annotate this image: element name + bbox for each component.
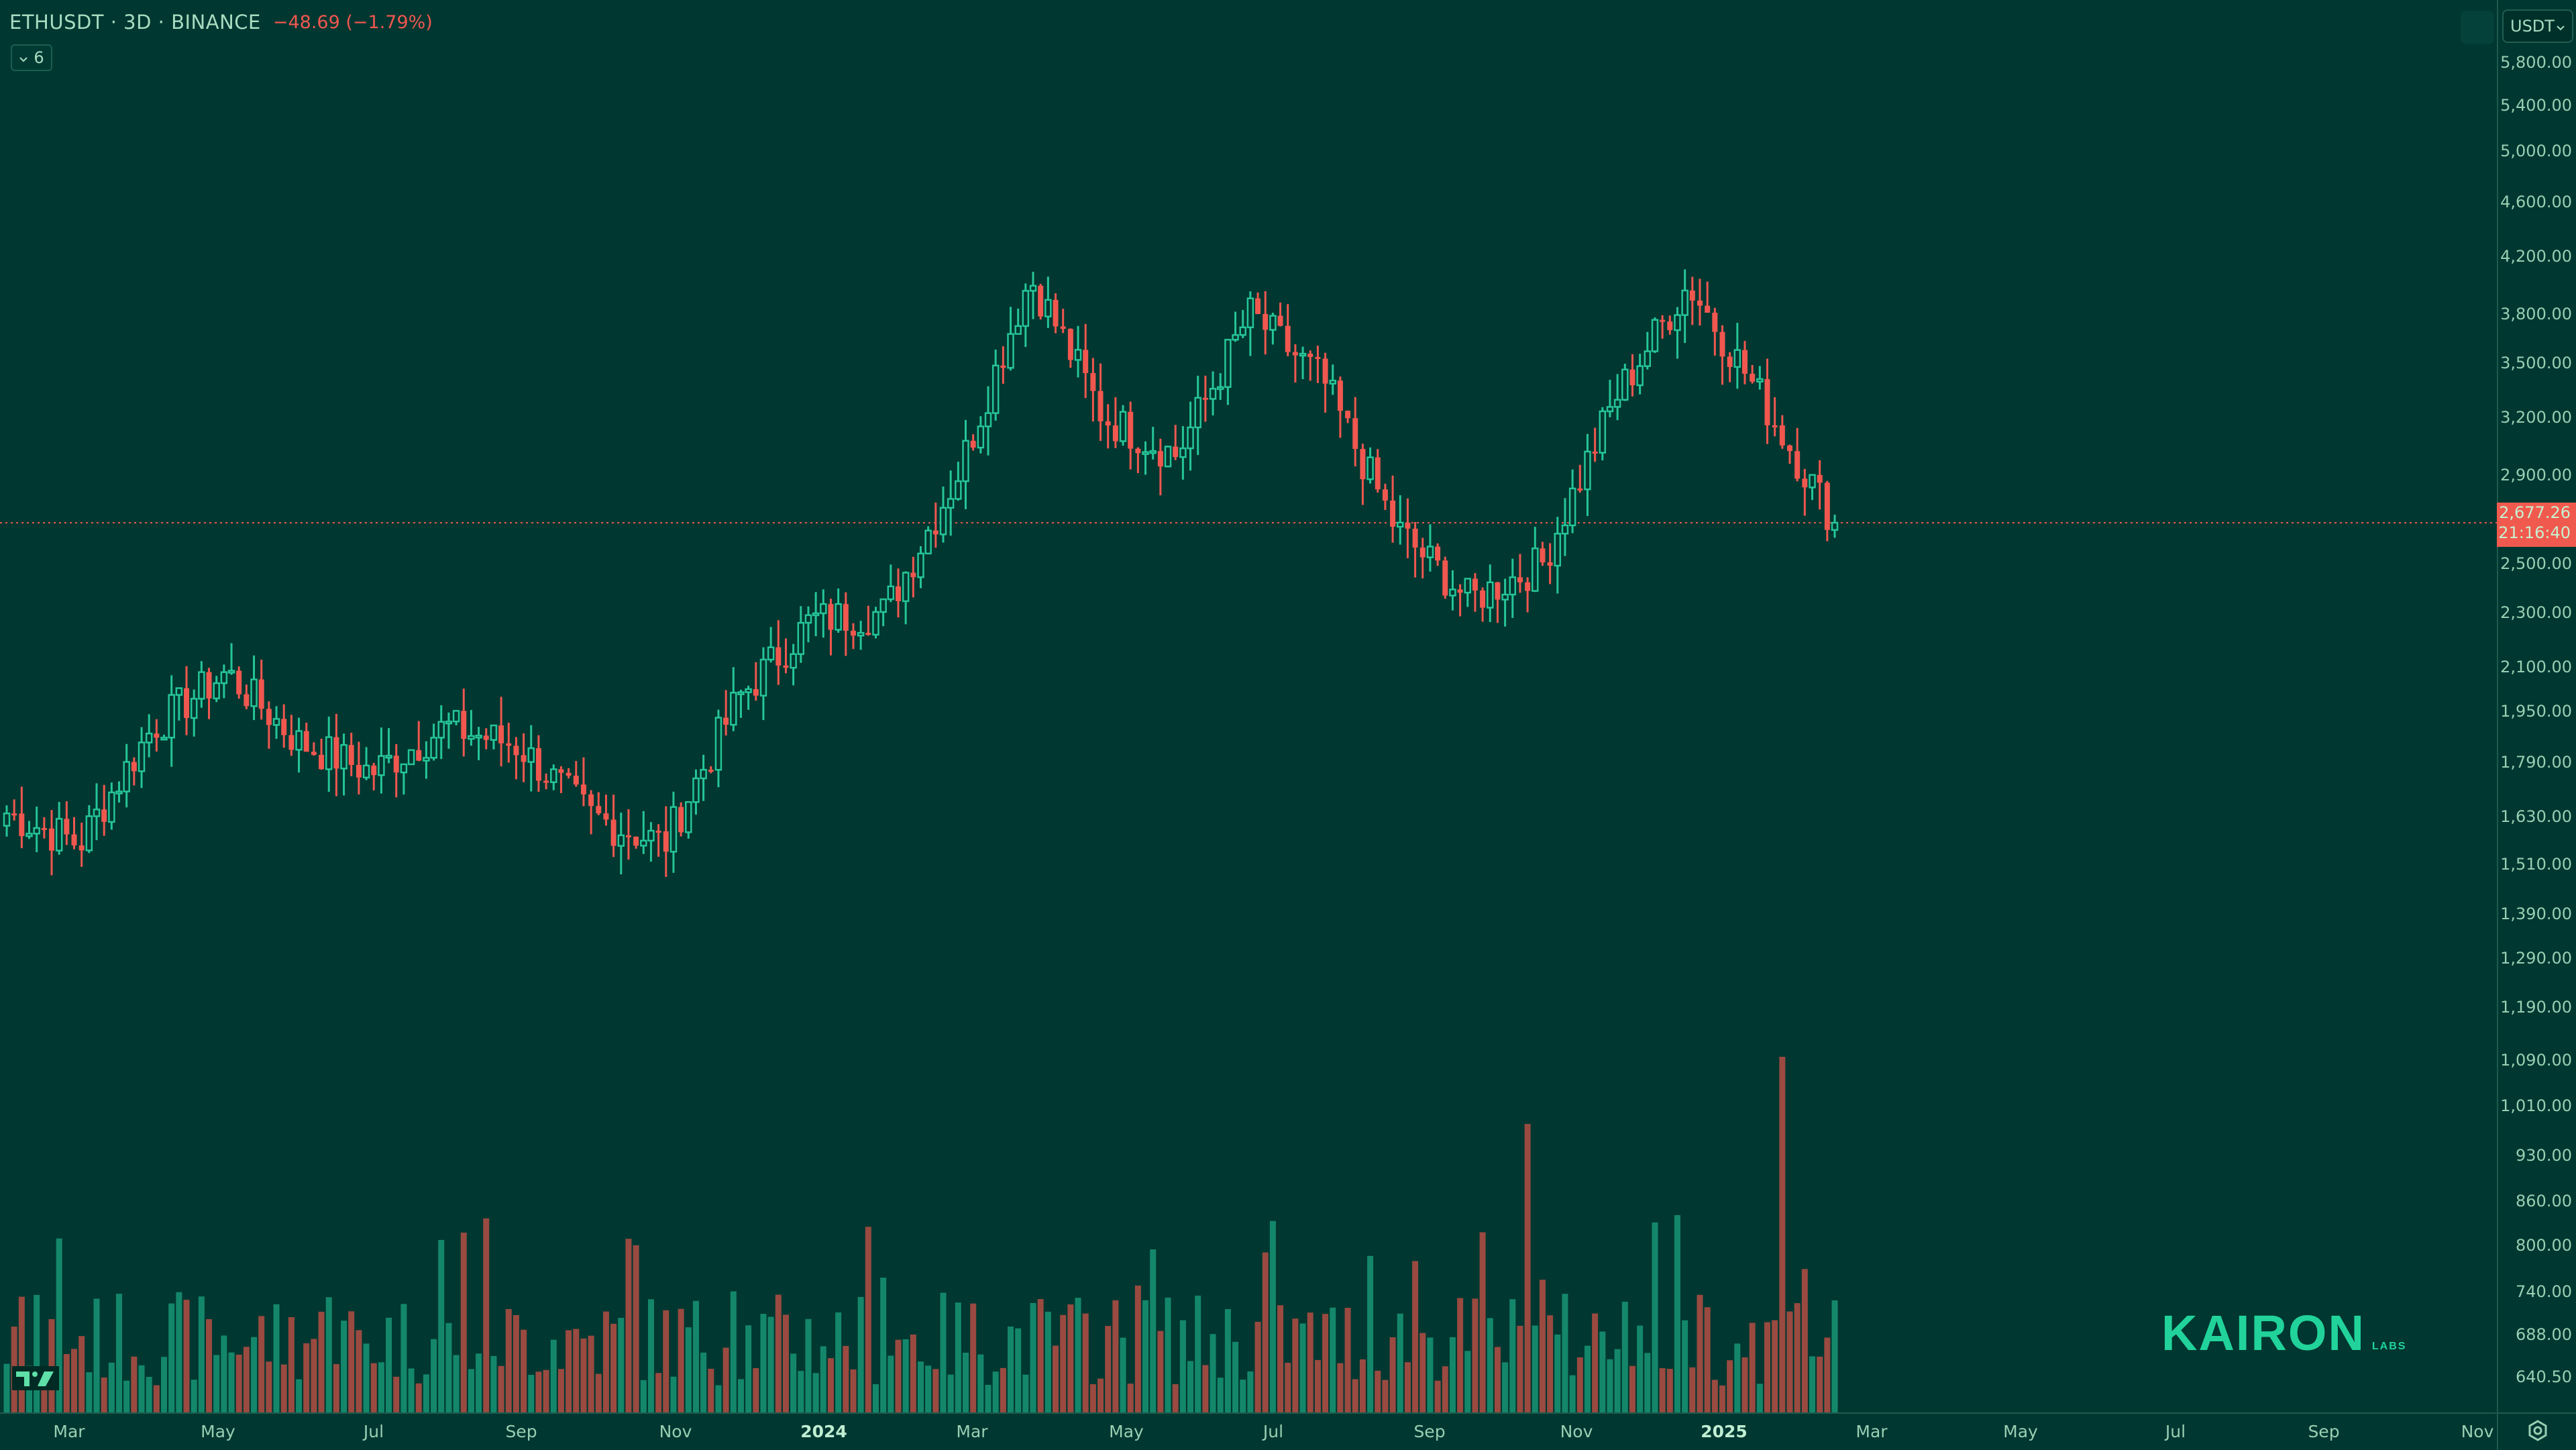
time-tick-label: Sep <box>1413 1422 1446 1441</box>
price-tick-label: 740.00 <box>2516 1282 2572 1301</box>
logo-subtext: LABS <box>2371 1341 2407 1352</box>
time-tick-label: Jul <box>363 1422 384 1441</box>
price-candles <box>3 269 1839 877</box>
chart-settings-button[interactable] <box>2497 1412 2576 1450</box>
last-price-label: 2,677.26 21:16:40 <box>2497 503 2576 548</box>
chevron-down-icon <box>19 48 28 67</box>
price-tick-label: 1,290.00 <box>2500 949 2572 968</box>
chart-legend: ETHUSDT · 3D · BINANCE −48.69 (−1.79%) <box>9 11 433 34</box>
price-tick-label: 1,790.00 <box>2500 753 2572 772</box>
price-tick-label: 1,090.00 <box>2500 1051 2572 1070</box>
price-tick-label: 1,010.00 <box>2500 1096 2572 1115</box>
price-tick-label: 2,900.00 <box>2500 466 2572 484</box>
candlestick-chart[interactable] <box>0 0 2497 1412</box>
price-tick-label: 2,100.00 <box>2500 658 2572 676</box>
currency-label: USDT <box>2510 17 2555 36</box>
chart-toolbar-button[interactable] <box>2461 11 2494 44</box>
time-tick-label: Sep <box>2308 1422 2340 1441</box>
price-tick-label: 3,500.00 <box>2500 354 2572 372</box>
price-tick-label: 5,400.00 <box>2500 96 2572 115</box>
time-tick-label: Nov <box>2461 1422 2494 1441</box>
logo-text: KAIRON <box>2161 1305 2365 1361</box>
time-tick-label: Nov <box>659 1422 692 1441</box>
time-tick-label: May <box>201 1422 235 1441</box>
time-tick-label: May <box>1109 1422 1144 1441</box>
volume-bars <box>3 1057 1838 1412</box>
kairon-labs-logo: KAIRON LABS <box>2161 1305 2407 1361</box>
price-tick-label: 800.00 <box>2516 1236 2572 1255</box>
gear-icon <box>2526 1419 2549 1445</box>
price-tick-label: 930.00 <box>2516 1146 2572 1165</box>
price-tick-label: 4,600.00 <box>2500 193 2572 211</box>
last-price-value: 2,677.26 <box>2499 503 2571 523</box>
time-tick-label: 2024 <box>800 1422 847 1441</box>
price-tick-label: 640.50 <box>2516 1367 2572 1386</box>
price-tick-label: 5,000.00 <box>2500 142 2572 160</box>
currency-selector[interactable]: USDT <box>2502 9 2573 43</box>
time-tick-label: 2025 <box>1701 1422 1748 1441</box>
price-tick-label: 1,190.00 <box>2500 998 2572 1017</box>
chevron-down-icon <box>2556 17 2565 36</box>
symbol-title[interactable]: ETHUSDT · 3D · BINANCE <box>9 11 261 34</box>
time-axis[interactable]: Mar May Jul Sep Nov 2024 Mar May Jul Sep Nov 2025 Ma… <box>0 1412 2497 1450</box>
price-change: −48.69 (−1.79%) <box>272 11 433 33</box>
bar-countdown: 21:16:40 <box>2498 523 2571 543</box>
price-tick-label: 3,200.00 <box>2500 408 2572 427</box>
time-tick-label: Mar <box>956 1422 988 1441</box>
price-tick-label: 2,300.00 <box>2500 603 2572 622</box>
price-tick-label: 1,950.00 <box>2500 702 2572 721</box>
indicator-count: 6 <box>34 48 44 67</box>
price-tick-label: 1,630.00 <box>2500 807 2572 826</box>
time-tick-label: Nov <box>1560 1422 1593 1441</box>
price-tick-label: 3,800.00 <box>2500 305 2572 323</box>
price-tick-label: 1,390.00 <box>2500 904 2572 923</box>
indicators-toggle-button[interactable]: 6 <box>11 44 52 71</box>
price-tick-label: 2,500.00 <box>2500 554 2572 573</box>
price-tick-label: 1,510.00 <box>2500 855 2572 874</box>
price-axis[interactable]: 5,800.00 5,400.00 5,000.00 4,600.00 4,200.00… <box>2497 0 2576 1412</box>
price-tick-label: 4,200.00 <box>2500 247 2572 266</box>
price-tick-label: 860.00 <box>2516 1192 2572 1210</box>
time-tick-label: Jul <box>2165 1422 2186 1441</box>
time-tick-label: May <box>2003 1422 2038 1441</box>
tradingview-logo-icon[interactable] <box>12 1366 59 1390</box>
price-tick-label: 688.00 <box>2516 1325 2572 1344</box>
time-tick-label: Mar <box>1856 1422 1888 1441</box>
time-tick-label: Jul <box>1263 1422 1284 1441</box>
time-tick-label: Mar <box>53 1422 85 1441</box>
time-tick-label: Sep <box>505 1422 537 1441</box>
price-tick-label: 5,800.00 <box>2500 53 2572 72</box>
